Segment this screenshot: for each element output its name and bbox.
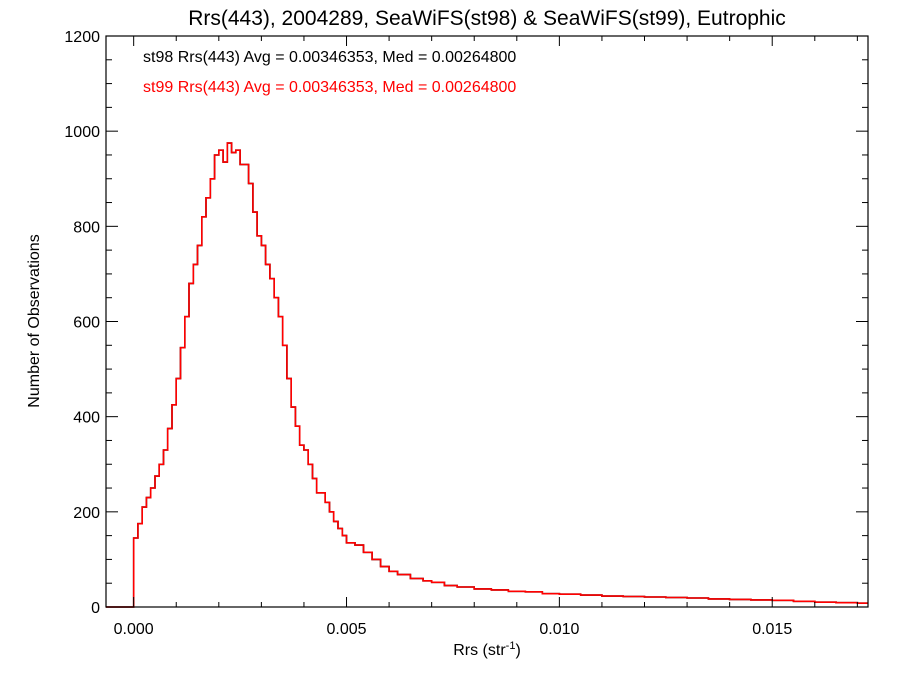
x-tick-label: 0.005 [326, 621, 366, 638]
series-line-1 [106, 142, 868, 608]
y-tick-label: 1200 [64, 29, 100, 46]
x-axis-label-tail: ) [515, 642, 520, 659]
annotation-st98: st98 Rrs(443) Avg = 0.00346353, Med = 0.… [143, 49, 516, 66]
x-tick-label: 0.010 [539, 621, 579, 638]
y-tick-label: 1000 [64, 124, 100, 141]
y-tick-label: 200 [73, 505, 100, 522]
x-axis: 0.000 0.005 0.010 0.015 [114, 36, 858, 638]
annotation-st99: st99 Rrs(443) Avg = 0.00346353, Med = 0.… [143, 79, 516, 96]
y-tick-label: 800 [73, 219, 100, 236]
x-axis-label: Rrs (str-1) [453, 640, 521, 659]
x-axis-label-main: Rrs (str [453, 642, 506, 659]
chart-title: Rrs(443), 2004289, SeaWiFS(st98) & SeaWi… [188, 7, 786, 30]
y-axis-label: Number of Observations [26, 234, 43, 407]
x-tick-label: 0.000 [114, 621, 154, 638]
y-tick-label: 400 [73, 410, 100, 427]
series-layer [106, 142, 868, 608]
y-tick-label: 0 [91, 600, 100, 617]
y-axis: 0 200 400 600 800 1000 1200 [64, 29, 868, 617]
x-axis-label-superscript: -1 [506, 640, 516, 652]
x-tick-label: 0.015 [752, 621, 792, 638]
y-tick-label: 600 [73, 315, 100, 332]
